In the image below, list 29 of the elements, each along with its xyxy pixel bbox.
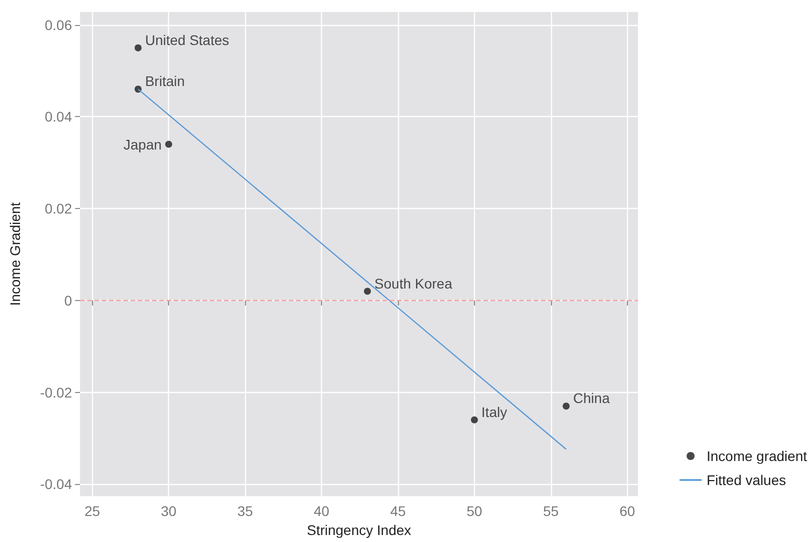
x-tick-label: 60 <box>620 503 636 520</box>
y-tick-label: -0.02 <box>40 384 72 400</box>
legend-label: Fitted values <box>706 472 786 488</box>
x-axis-title: Stringency Index <box>306 522 412 538</box>
x-tick-label: 30 <box>160 503 177 520</box>
annotation: China <box>573 390 610 406</box>
x-tick-label: 25 <box>84 503 100 520</box>
y-tick-label: -0.04 <box>40 476 72 492</box>
x-tick-label: 35 <box>237 503 254 520</box>
x-tick-label: 50 <box>466 503 482 520</box>
y-axis-title: Income Gradient <box>7 202 23 306</box>
y-tick-label: 0 <box>64 292 72 308</box>
y-tick-label: 0.06 <box>44 16 72 33</box>
annotation: Britain <box>145 73 185 90</box>
x-tick-label: 45 <box>390 503 406 520</box>
legend-label: Income gradient <box>706 448 808 464</box>
y-tick-label: 0.02 <box>44 200 72 217</box>
y-tick-label: 0.04 <box>44 108 72 125</box>
annotation: South Korea <box>374 275 452 292</box>
annotation: United States <box>145 32 230 48</box>
x-tick-label: 40 <box>314 503 330 520</box>
point <box>562 402 570 410</box>
annotation: Japan <box>124 136 162 152</box>
point <box>470 416 478 424</box>
annotation: Italy <box>481 404 508 420</box>
point <box>165 140 172 148</box>
x-tick-label: 55 <box>543 503 559 520</box>
point <box>364 288 371 295</box>
point <box>134 44 142 52</box>
